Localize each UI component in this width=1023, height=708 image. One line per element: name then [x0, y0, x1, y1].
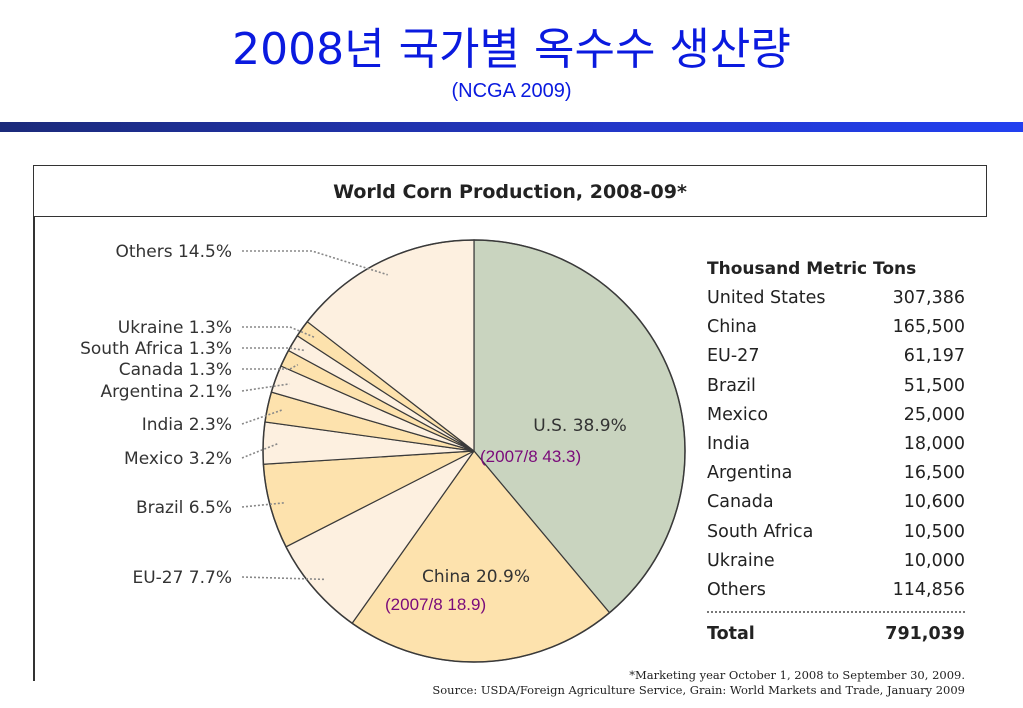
- slice-label-us: U.S. 38.9%: [533, 416, 626, 436]
- table-country: Brazil: [707, 375, 756, 396]
- table-row: United States 307,386: [707, 284, 965, 313]
- table-value: 10,000: [903, 550, 965, 571]
- leader-line: [241, 383, 290, 392]
- table-row: Others 114,856: [707, 576, 965, 605]
- table-value: 10,500: [903, 521, 965, 542]
- header-band: [0, 122, 1023, 132]
- table-country: Canada: [707, 492, 774, 513]
- chart-title-box: [33, 165, 987, 217]
- table-value: 51,500: [903, 375, 965, 396]
- table-total-label: Total: [707, 624, 755, 645]
- leader-line: [241, 502, 285, 508]
- table-divider: [707, 611, 965, 614]
- slice-label-ukraine: Ukraine 1.3%: [118, 318, 232, 338]
- footnote-line-2: Source: USDA/Foreign Agriculture Service…: [432, 683, 965, 697]
- table-row: Mexico 25,000: [707, 401, 965, 430]
- table-country: Others: [707, 579, 766, 600]
- slide-subtitle: (NCGA 2009): [451, 80, 572, 102]
- slice-label-brazil: Brazil 6.5%: [136, 498, 232, 518]
- table-row: Ukraine 10,000: [707, 547, 965, 576]
- table-country: Ukraine: [707, 550, 775, 571]
- table-row: Canada 10,600: [707, 488, 965, 517]
- table-value: 165,500: [892, 317, 965, 338]
- table-row: India 18,000: [707, 430, 965, 459]
- production-table: Thousand Metric Tons United States 307,38…: [707, 255, 965, 651]
- footnote-line-1: *Marketing year October 1, 2008 to Septe…: [629, 668, 965, 682]
- slice-label-canada: Canada 1.3%: [119, 360, 232, 380]
- table-total-row: Total 791,039: [707, 617, 965, 651]
- table-total-value: 791,039: [885, 624, 965, 645]
- leader-line: [242, 347, 306, 352]
- slice-label-others: Others 14.5%: [115, 242, 232, 262]
- chart-title: World Corn Production, 2008-09*: [333, 181, 687, 203]
- table-row: South Africa 10,500: [707, 518, 965, 547]
- table-rows: United States 307,386 China 165,500 EU-27 61,…: [707, 284, 965, 605]
- footnote: *Marketing year October 1, 2008 to Septe…: [432, 668, 965, 698]
- leader-line: [241, 409, 283, 425]
- table-country: Argentina: [707, 463, 793, 484]
- leader-line: [241, 576, 326, 581]
- slide-title: 2008년 국가별 옥수수 생산량: [232, 24, 791, 75]
- table-value: 18,000: [903, 433, 965, 454]
- table-value: 114,856: [892, 579, 965, 600]
- slice-label-argentina: Argentina 2.1%: [100, 382, 232, 402]
- table-value: 10,600: [903, 492, 965, 513]
- chart-frame-left: [33, 216, 35, 681]
- table-country: Mexico: [707, 404, 769, 425]
- table-row: China 165,500: [707, 313, 965, 342]
- table-value: 61,197: [903, 346, 965, 367]
- table-value: 25,000: [903, 404, 965, 425]
- leader-line: [242, 363, 299, 370]
- table-row: Brazil 51,500: [707, 372, 965, 401]
- table-country: China: [707, 317, 757, 338]
- leader-line: [242, 250, 388, 276]
- slice-label-china: China 20.9%: [422, 567, 530, 587]
- table-value: 16,500: [903, 463, 965, 484]
- leader-line: [242, 326, 315, 338]
- leader-line: [241, 442, 279, 459]
- annotation-china-prev: (2007/8 18.9): [385, 595, 486, 614]
- table-header: Thousand Metric Tons: [707, 259, 917, 279]
- slice-label-south-africa: South Africa 1.3%: [80, 339, 232, 359]
- table-row: EU-27 61,197: [707, 342, 965, 371]
- annotation-us-prev: (2007/8 43.3): [480, 447, 581, 466]
- table-country: India: [707, 433, 750, 454]
- slice-label-mexico: Mexico 3.2%: [124, 449, 232, 469]
- pie-outline: [262, 239, 686, 663]
- table-value: 307,386: [892, 288, 965, 308]
- table-country: United States: [707, 288, 826, 308]
- table-country: EU-27: [707, 346, 760, 367]
- slice-label-india: India 2.3%: [142, 415, 232, 435]
- slice-label-eu-27: EU-27 7.7%: [132, 568, 232, 588]
- table-country: South Africa: [707, 521, 814, 542]
- table-row: Argentina 16,500: [707, 459, 965, 488]
